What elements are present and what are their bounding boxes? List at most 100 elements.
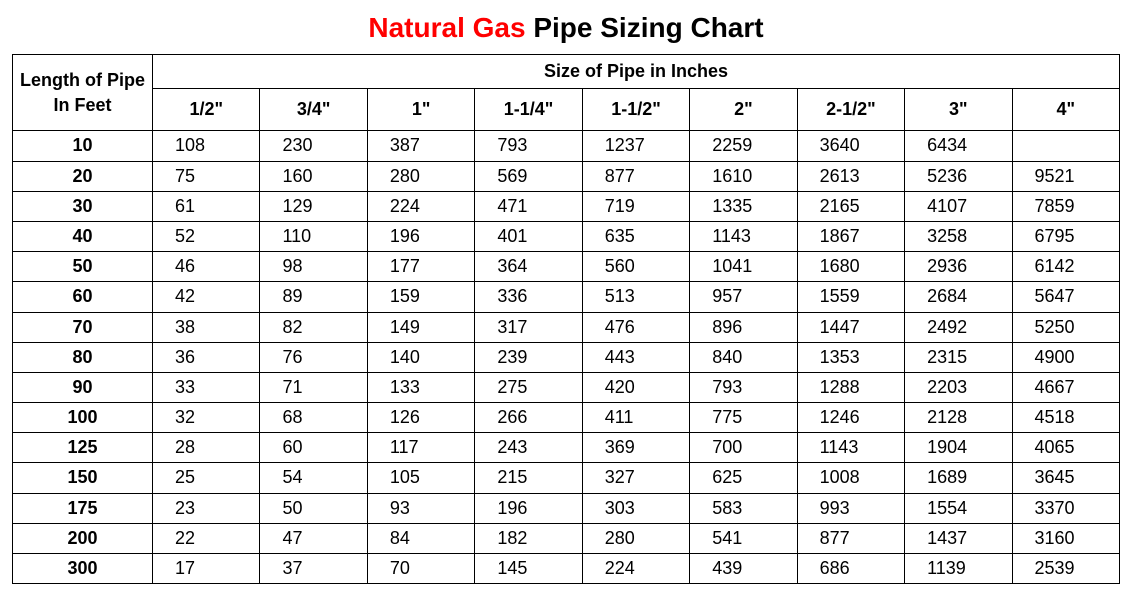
column-header: 2"	[690, 89, 797, 131]
data-cell: 32	[153, 403, 260, 433]
column-header: 2-1/2"	[797, 89, 904, 131]
data-cell: 6142	[1012, 252, 1120, 282]
data-cell: 3370	[1012, 493, 1120, 523]
data-cell: 364	[475, 252, 582, 282]
row-label: 50	[13, 252, 153, 282]
data-cell: 569	[475, 161, 582, 191]
table-row: 1252860117243369700114319044065	[13, 433, 1120, 463]
data-cell: 443	[582, 342, 689, 372]
data-cell: 93	[367, 493, 474, 523]
data-cell: 4107	[905, 191, 1012, 221]
data-cell: 1143	[797, 433, 904, 463]
data-cell: 160	[260, 161, 367, 191]
data-cell: 47	[260, 523, 367, 553]
data-cell: 635	[582, 221, 689, 251]
data-cell: 775	[690, 403, 797, 433]
data-cell: 71	[260, 372, 367, 402]
table-row: 903371133275420793128822034667	[13, 372, 1120, 402]
data-cell: 877	[797, 523, 904, 553]
row-label: 175	[13, 493, 153, 523]
data-cell: 182	[475, 523, 582, 553]
data-cell: 17	[153, 554, 260, 584]
table-row: 20022478418228054187714373160	[13, 523, 1120, 553]
data-cell: 117	[367, 433, 474, 463]
data-cell: 38	[153, 312, 260, 342]
data-cell: 42	[153, 282, 260, 312]
data-cell: 52	[153, 221, 260, 251]
data-cell: 327	[582, 463, 689, 493]
data-cell: 3640	[797, 131, 904, 161]
data-cell: 2315	[905, 342, 1012, 372]
data-cell: 110	[260, 221, 367, 251]
data-cell: 2684	[905, 282, 1012, 312]
data-cell: 1447	[797, 312, 904, 342]
data-cell: 541	[690, 523, 797, 553]
data-cell: 387	[367, 131, 474, 161]
table-row: 20751602805698771610261352369521	[13, 161, 1120, 191]
data-cell: 4518	[1012, 403, 1120, 433]
data-cell: 896	[690, 312, 797, 342]
data-cell: 22	[153, 523, 260, 553]
data-cell: 28	[153, 433, 260, 463]
data-cell: 89	[260, 282, 367, 312]
title-rest: Pipe Sizing Chart	[526, 12, 764, 43]
data-cell: 1610	[690, 161, 797, 191]
data-cell: 336	[475, 282, 582, 312]
data-cell: 4065	[1012, 433, 1120, 463]
data-cell: 719	[582, 191, 689, 221]
row-label: 70	[13, 312, 153, 342]
data-cell: 401	[475, 221, 582, 251]
data-cell: 700	[690, 433, 797, 463]
data-cell: 471	[475, 191, 582, 221]
data-cell: 1237	[582, 131, 689, 161]
header-row-1: Length of Pipe In Feet Size of Pipe in I…	[13, 55, 1120, 89]
data-cell: 23	[153, 493, 260, 523]
data-cell: 2539	[1012, 554, 1120, 584]
data-cell: 2128	[905, 403, 1012, 433]
column-header: 1"	[367, 89, 474, 131]
row-label: 80	[13, 342, 153, 372]
row-label: 150	[13, 463, 153, 493]
data-cell: 1680	[797, 252, 904, 282]
chart-title: Natural Gas Pipe Sizing Chart	[12, 12, 1120, 44]
data-cell: 5236	[905, 161, 1012, 191]
table-row: 30611292244717191335216541077859	[13, 191, 1120, 221]
table-row: 101082303877931237225936406434	[13, 131, 1120, 161]
data-cell: 1008	[797, 463, 904, 493]
data-cell: 224	[367, 191, 474, 221]
data-cell: 3160	[1012, 523, 1120, 553]
data-cell: 5250	[1012, 312, 1120, 342]
data-cell: 5647	[1012, 282, 1120, 312]
data-cell: 2492	[905, 312, 1012, 342]
row-label: 90	[13, 372, 153, 402]
data-cell: 239	[475, 342, 582, 372]
data-cell: 37	[260, 554, 367, 584]
data-cell	[1012, 131, 1120, 161]
column-header: 3/4"	[260, 89, 367, 131]
column-header: 4"	[1012, 89, 1120, 131]
column-header: 1/2"	[153, 89, 260, 131]
data-cell: 1689	[905, 463, 1012, 493]
data-cell: 75	[153, 161, 260, 191]
data-cell: 439	[690, 554, 797, 584]
data-cell: 303	[582, 493, 689, 523]
data-cell: 9521	[1012, 161, 1120, 191]
data-cell: 275	[475, 372, 582, 402]
row-label: 10	[13, 131, 153, 161]
data-cell: 243	[475, 433, 582, 463]
data-cell: 957	[690, 282, 797, 312]
data-cell: 2203	[905, 372, 1012, 402]
row-label: 60	[13, 282, 153, 312]
data-cell: 46	[153, 252, 260, 282]
data-cell: 411	[582, 403, 689, 433]
table-row: 604289159336513957155926845647	[13, 282, 1120, 312]
row-label: 100	[13, 403, 153, 433]
data-cell: 4667	[1012, 372, 1120, 402]
data-cell: 2936	[905, 252, 1012, 282]
data-cell: 105	[367, 463, 474, 493]
table-body: 1010823038779312372259364064342075160280…	[13, 131, 1120, 584]
data-cell: 317	[475, 312, 582, 342]
data-cell: 4900	[1012, 342, 1120, 372]
data-cell: 993	[797, 493, 904, 523]
data-cell: 1143	[690, 221, 797, 251]
